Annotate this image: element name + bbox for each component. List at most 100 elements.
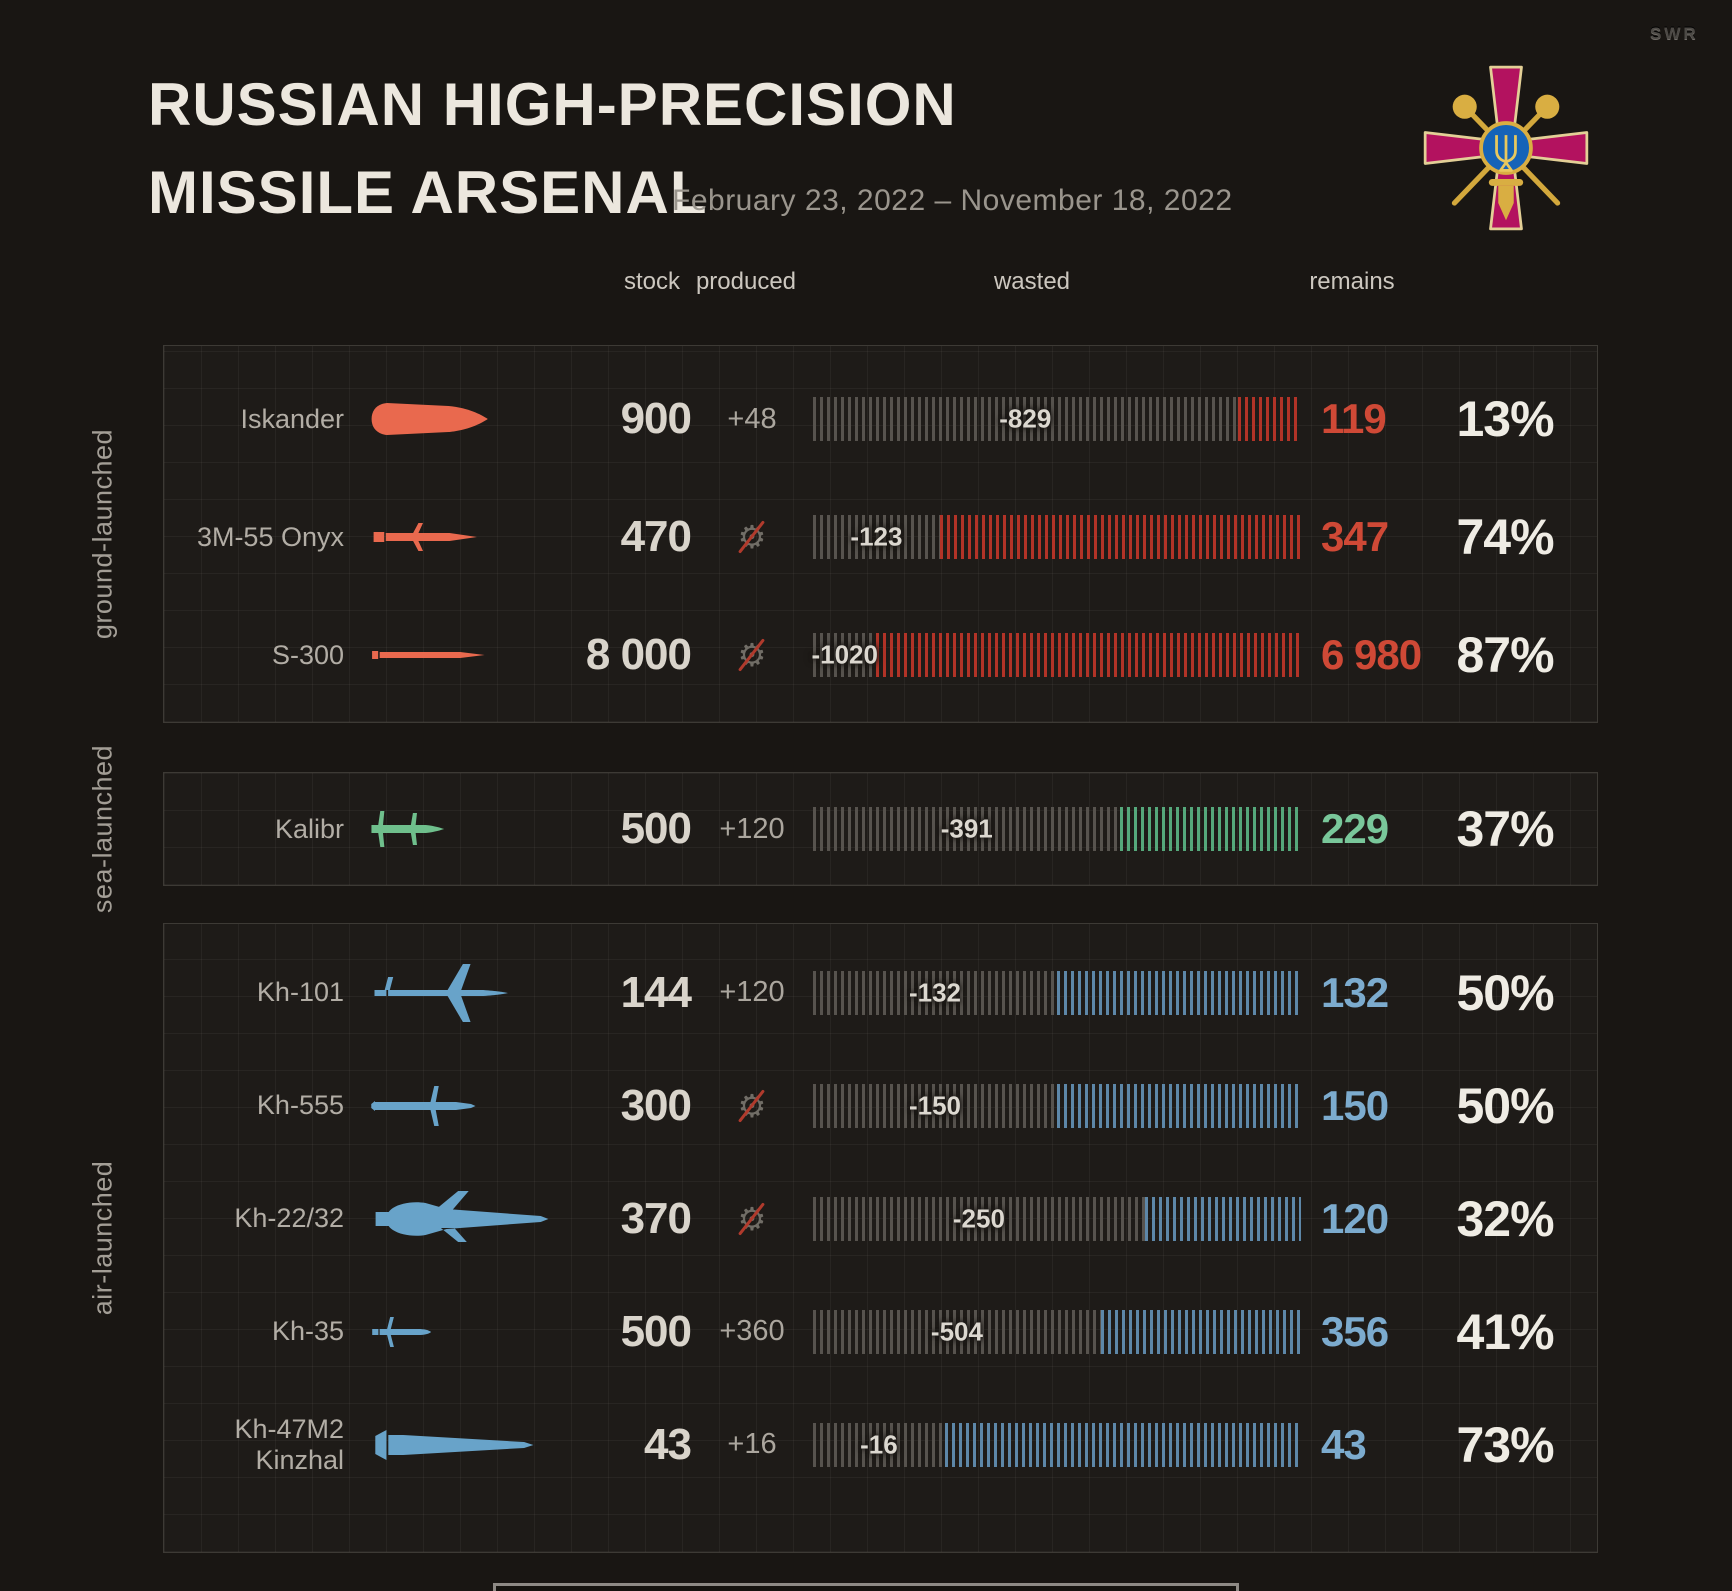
wasted-value: -16 — [860, 1429, 898, 1459]
wasted-value: -132 — [908, 977, 962, 1007]
column-header-produced: produced — [695, 268, 797, 295]
remains-bar-segment — [1057, 1083, 1301, 1128]
remains-percent: 50% — [1456, 1077, 1554, 1134]
remains-percent: 73% — [1456, 1416, 1554, 1473]
missile-row: Iskander 900 +48 -829 119 13% — [164, 360, 1597, 478]
wasted-value: -829 — [999, 403, 1052, 434]
stock-value: 43 — [644, 1419, 692, 1469]
stock-value: 8 000 — [585, 630, 692, 679]
wasted-bar-segment — [813, 1196, 1145, 1241]
stock-value: 470 — [620, 512, 692, 561]
wasted-value: -504 — [930, 1316, 983, 1346]
wasted-bar-segment — [813, 807, 1121, 851]
missile-row: Kh-101 144 +120 -132 132 50% — [164, 936, 1597, 1049]
produced-cell: +360 — [691, 1315, 813, 1348]
remains-value: 229 — [1321, 805, 1389, 852]
stock-value: 500 — [620, 804, 692, 853]
stock-depletion-bar: -1020 — [811, 633, 1301, 677]
produced-cell: +120 — [691, 976, 813, 1009]
produced-cell: ⚙ — [691, 1088, 813, 1124]
page-title-line2: MISSILE ARSENAL — [148, 159, 708, 226]
missile-row: Kh-22/32 370 ⚙ -250 120 32% — [164, 1162, 1597, 1275]
produced-cell: +16 — [691, 1428, 813, 1461]
remains-value: 347 — [1321, 513, 1389, 560]
wasted-bar-segment — [813, 1083, 1057, 1128]
remains-percent: 74% — [1456, 509, 1554, 565]
missile-name: Iskander — [240, 403, 344, 434]
missile-name: 3M-55 Onyx — [196, 521, 344, 552]
remains-value: 150 — [1321, 1081, 1389, 1129]
column-header-wasted: wasted — [993, 268, 1071, 295]
remains-percent: 50% — [1456, 964, 1554, 1021]
stock-depletion-bar: -829 — [813, 397, 1301, 441]
stock-depletion-bar: -123 — [813, 515, 1301, 559]
missile-row: Kalibr 500 +120 -391 229 37% — [164, 773, 1597, 885]
group-label-ground-launched: ground-launched — [87, 428, 118, 640]
ukraine-mod-emblem-icon — [1423, 65, 1589, 231]
produced-value: +360 — [719, 1315, 785, 1347]
remains-value: 119 — [1321, 395, 1387, 442]
swr-watermark: SWR — [1650, 24, 1699, 43]
wasted-value: -250 — [952, 1203, 1005, 1233]
wasted-value: -1020 — [811, 639, 878, 670]
no-production-gear-icon: ⚙ — [734, 637, 770, 673]
missile-row: 3M-55 Onyx 470 ⚙ -123 347 74% — [164, 478, 1597, 596]
wasted-bar-segment — [813, 1422, 945, 1467]
remains-value: 120 — [1321, 1194, 1389, 1242]
remains-bar-segment — [944, 1422, 1301, 1467]
remains-value: 43 — [1321, 1420, 1367, 1468]
onyx-missile-icon — [344, 507, 558, 567]
page-title-line1: RUSSIAN HIGH-PRECISION — [148, 71, 957, 138]
missile-row: Kh-555 300 ⚙ -150 150 50% — [164, 1049, 1597, 1162]
remains-value: 356 — [1321, 1307, 1389, 1355]
wasted-value: -123 — [850, 521, 903, 552]
missile-name: Kh-101 — [256, 977, 344, 1007]
remains-percent: 37% — [1456, 801, 1554, 857]
kh2232-missile-icon — [344, 1189, 558, 1249]
wasted-bar-segment — [813, 970, 1057, 1015]
remains-bar-segment — [1100, 1309, 1301, 1354]
remains-bar-segment — [1237, 397, 1301, 441]
wasted-bar-segment — [813, 515, 940, 559]
column-header-remains: remains — [1309, 268, 1395, 295]
group-label-sea-launched: sea-launched — [87, 744, 118, 914]
missile-name: Kh-22/32 — [234, 1203, 344, 1233]
remains-bar-segment — [1144, 1196, 1301, 1241]
remains-value: 132 — [1321, 968, 1389, 1016]
kh101-missile-icon — [344, 963, 558, 1023]
wasted-bar-segment — [813, 633, 877, 677]
produced-value: +16 — [727, 1428, 777, 1460]
remains-bar-segment — [1120, 807, 1301, 851]
stock-value: 370 — [620, 1193, 692, 1243]
produced-value: +120 — [719, 812, 785, 845]
wasted-value: -150 — [908, 1090, 962, 1120]
missile-name: Kh-35 — [271, 1316, 344, 1346]
panel-air-launched: Kh-101 144 +120 -132 132 50% Kh-555 300 ⚙ -150 150… — [163, 923, 1598, 1553]
s300-missile-icon — [344, 625, 558, 685]
remains-percent: 87% — [1456, 627, 1554, 683]
stock-depletion-bar: -391 — [813, 807, 1301, 851]
stock-value: 500 — [620, 1306, 692, 1356]
remains-percent: 41% — [1456, 1303, 1554, 1360]
wasted-value: -391 — [940, 813, 993, 844]
iskander-missile-icon — [344, 389, 558, 449]
remains-bar-segment — [939, 515, 1301, 559]
kh555-missile-icon — [344, 1076, 558, 1136]
stock-value: 300 — [620, 1080, 692, 1130]
group-label-air-launched: air-launched — [87, 1160, 118, 1316]
remains-value: 6 980 — [1321, 631, 1422, 678]
stock-value: 144 — [620, 967, 692, 1017]
kinzhal-missile-icon — [344, 1415, 558, 1475]
stock-depletion-bar: -250 — [813, 1196, 1301, 1241]
no-production-gear-icon: ⚙ — [734, 519, 770, 555]
no-production-gear-icon: ⚙ — [734, 1201, 770, 1237]
stock-depletion-bar: -150 — [813, 1083, 1301, 1128]
remains-bar-segment — [876, 633, 1301, 677]
produced-cell: ⚙ — [691, 519, 813, 555]
missile-row: Kh-35 500 +360 -504 356 41% — [164, 1275, 1597, 1388]
cutoff-box — [493, 1583, 1239, 1591]
missile-name: Kh-555 — [256, 1090, 344, 1120]
kh35-missile-icon — [344, 1302, 558, 1362]
wasted-bar-segment — [813, 1309, 1101, 1354]
